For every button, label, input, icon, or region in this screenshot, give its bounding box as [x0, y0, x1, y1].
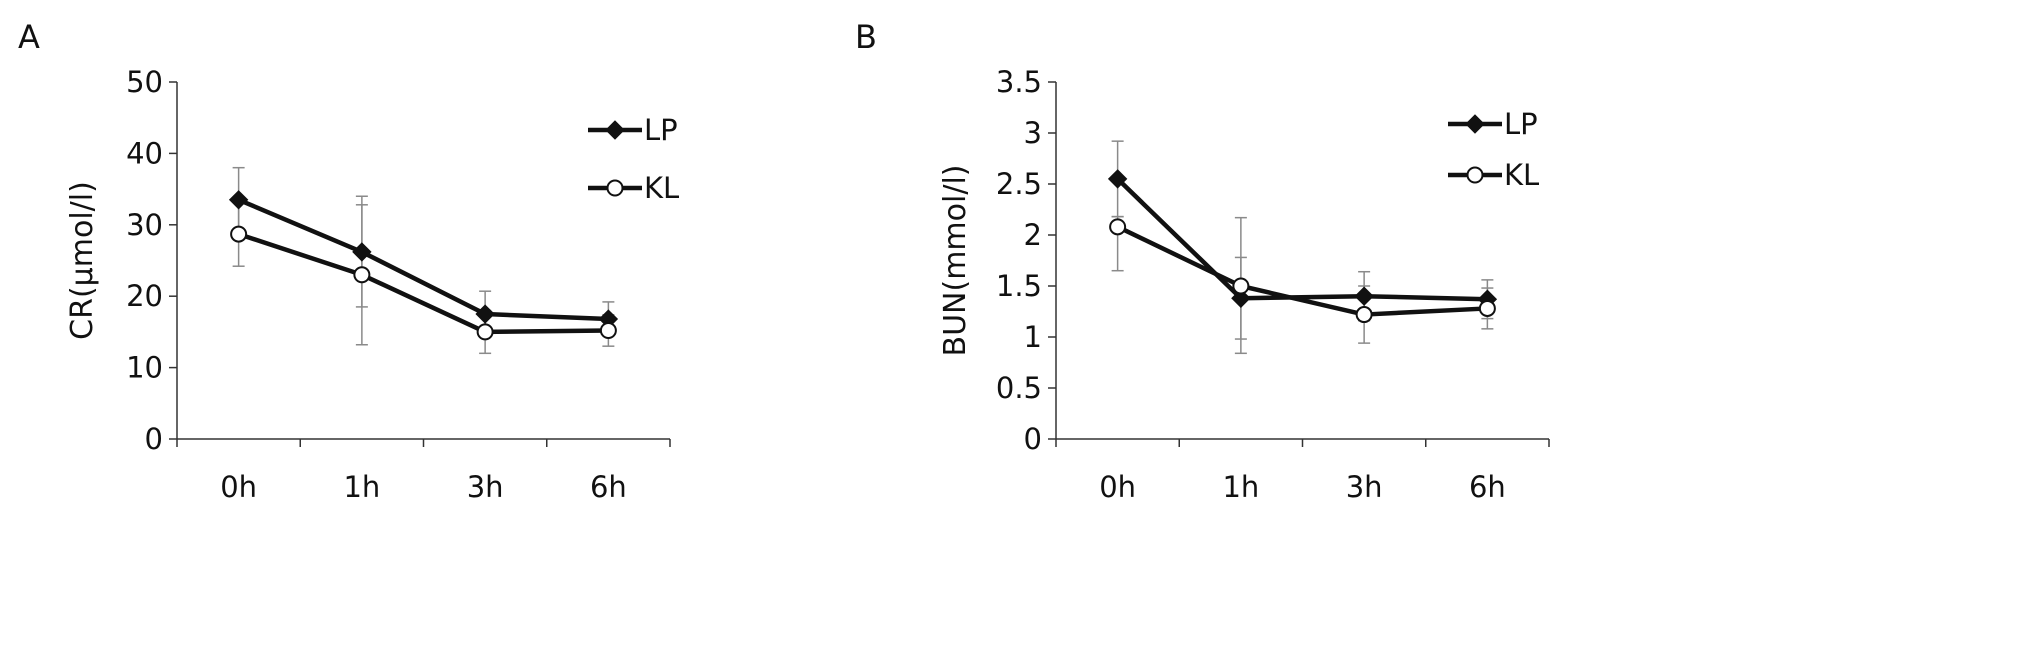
legend-label-kl: KL	[644, 171, 679, 205]
data-point-lp	[1354, 286, 1374, 306]
data-point-kl	[1109, 218, 1127, 236]
y-tick-label: 2	[1024, 218, 1042, 252]
y-tick-label: 0	[1024, 422, 1042, 456]
data-point-kl	[476, 323, 494, 341]
series-line-lp	[237, 197, 609, 322]
data-point-kl	[599, 321, 617, 339]
x-tick-label: 3h	[1346, 470, 1383, 504]
x-tick-label: 3h	[467, 470, 504, 504]
y-tick-label: 20	[126, 279, 163, 313]
legend-marker-kl	[606, 179, 624, 197]
panel-a: A 0 10 20 30 40 50 0h 1h 3h 6h CR(μmol/l) LP KL	[18, 18, 679, 504]
data-point-lp	[475, 304, 495, 324]
data-point-kl	[353, 266, 371, 284]
y-axis-label: CR(μmol/l)	[65, 181, 100, 340]
panel-label: A	[18, 18, 40, 56]
x-tick-label: 6h	[590, 470, 627, 504]
legend-marker-lp	[605, 120, 625, 140]
x-tick-label: 6h	[1469, 470, 1506, 504]
y-tick-label: 3	[1024, 116, 1042, 150]
x-tick-label: 0h	[1099, 470, 1136, 504]
series-line-kl	[1116, 224, 1488, 317]
y-tick-label: 3.5	[996, 65, 1042, 99]
data-point-kl	[1478, 299, 1496, 317]
data-point-lp	[352, 242, 372, 262]
legend-label-lp: LP	[1504, 107, 1538, 141]
x-tick-label: 1h	[1222, 470, 1259, 504]
y-axis-label: BUN(mmol/l)	[938, 165, 973, 357]
x-tick-label: 1h	[343, 470, 380, 504]
data-point-kl	[1232, 277, 1250, 295]
series-line-lp	[1116, 177, 1488, 302]
y-tick-label: 30	[126, 208, 163, 242]
legend-label-kl: KL	[1504, 158, 1539, 192]
y-tick-label: 1.5	[996, 269, 1042, 303]
y-tick-label: 50	[126, 65, 163, 99]
y-tick-label: 0	[145, 422, 163, 456]
legend-marker-lp	[1465, 114, 1485, 134]
legend-label-lp: LP	[644, 113, 678, 147]
y-tick-label: 1	[1024, 320, 1042, 354]
x-tick-label: 0h	[220, 470, 257, 504]
data-point-kl	[230, 225, 248, 243]
data-point-kl	[1355, 306, 1373, 324]
data-point-lp	[1107, 169, 1128, 189]
data-point-lp	[1231, 288, 1251, 308]
panel-b: B 0 0.5 1 1.5 2 2.5 3 3.5 0h 1h 3h 6h BUN(mmol/l) LP KL	[855, 18, 1550, 504]
data-point-lp	[228, 190, 249, 210]
series-line-kl	[237, 231, 609, 335]
legend-marker-kl	[1466, 166, 1484, 184]
y-tick-label: 40	[126, 136, 163, 170]
y-tick-label: 2.5	[996, 167, 1042, 201]
y-tick-label: 10	[126, 351, 163, 385]
panel-label: B	[855, 18, 877, 56]
y-tick-label: 0.5	[996, 371, 1042, 405]
